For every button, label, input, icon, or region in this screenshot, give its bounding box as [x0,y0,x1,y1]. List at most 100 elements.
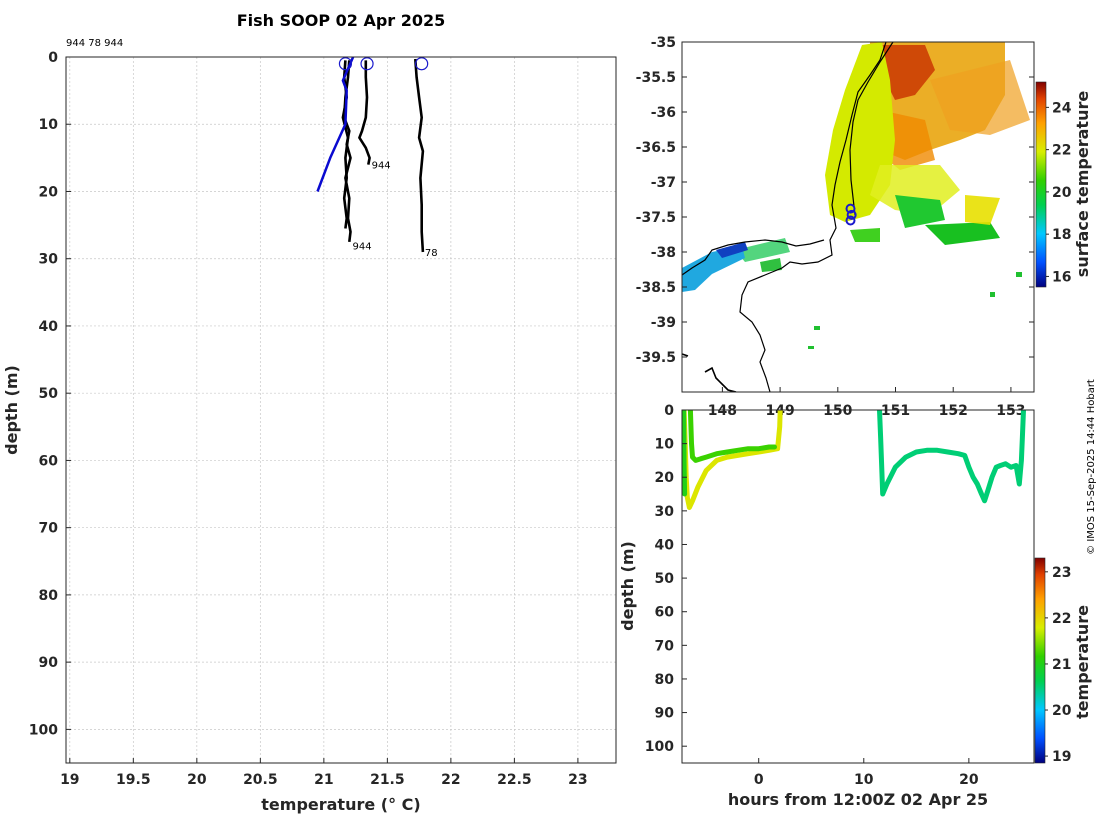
depth-time-segment [682,410,688,497]
depth-time-segment [877,410,1026,504]
profiles-grid [66,56,616,763]
profiles-xlabel: temperature (° C) [261,795,420,814]
map-ytick-label: -36 [651,105,676,121]
map-xtick-label: 150 [823,403,852,419]
profiles-xtick-label: 20 [187,772,207,788]
boundary-line [849,42,894,216]
profiles-ytick-label: 90 [39,655,59,671]
sst-patch-green-west [735,238,790,262]
sst-patch-hot-core [880,45,935,100]
profiles-ytick-label: 80 [39,588,59,604]
profiles-frame [65,56,617,764]
sst-colorbar-label: surface temperature [1073,91,1092,278]
dt-ytick-label: 40 [655,537,675,553]
profiles-ylabel: depth (m) [2,365,21,455]
profile-id-label: 944 [353,241,372,252]
profiles-xtick-label: 22.5 [497,772,532,788]
coastline-east [739,42,887,392]
profiles-ytick-label: 50 [39,386,59,402]
profile-start-marker [360,57,374,71]
profiles-ytick-label: 20 [39,184,59,200]
map-ytick-label: -35.5 [636,70,676,86]
map-ytick-label: -39 [651,315,676,331]
dt-ytick-label: 30 [655,504,675,520]
sst-colorbar-tick-label: 24 [1052,100,1072,116]
profiles-xtick-label: 19 [60,772,79,788]
profiles-xtick-label: 21.5 [370,772,405,788]
dt-ytick-label: 60 [655,605,675,621]
profiles-ticks: 19 19.5 20 20.5 21 21.5 22 22.5 23 0 10 20 30 40 50 60 7… [29,50,588,788]
dt-xtick-label: 20 [959,772,979,788]
depth-time-panel: 0 10 20 30 40 50 60 70 80 90 100 0 10 20 hours from 1… [618,403,1092,809]
profiles-xtick-label: 22 [441,772,460,788]
depth-time-series [682,410,1026,510]
map-xtick-label: 152 [939,403,968,419]
profiles-series: 944 944 78 [316,56,438,259]
dt-ytick-label: 10 [655,437,675,453]
sst-colorbar-tick-label: 20 [1052,185,1072,201]
dt-ytick-label: 90 [655,706,675,722]
depth-time-segment [687,410,777,463]
dt-ytick-label: 100 [645,739,674,755]
dt-ytick-label: 70 [655,638,675,654]
sst-patch-green-3 [850,228,880,242]
sst-patch-green-south [760,258,782,272]
ship-track-point [846,209,857,220]
figure-title: Fish SOOP 02 Apr 2025 [237,11,446,30]
dt-xtick-label: 0 [754,772,764,788]
profiles-ytick-label: 0 [48,50,58,66]
temp-colorbar-tick-label: 22 [1052,611,1071,627]
dt-ytick-label: 20 [655,470,675,486]
sst-pixel-1 [814,326,820,330]
profiles-ytick-label: 70 [39,521,59,537]
map-xtick-label: 151 [881,403,910,419]
profiles-xtick-label: 23 [568,772,587,788]
map-ytick-label: -35 [651,35,676,51]
sst-map-panel: -35 -35.5 -36 -36.5 -37 -37.5 -38 -38.5 -39 -39.5… [636,35,1092,419]
profiles-ytick-label: 30 [39,252,59,268]
map-ytick-label: -38 [651,245,676,261]
map-xtick-label: 148 [708,403,737,419]
coastline [682,42,894,392]
map-xtick-label: 153 [996,403,1025,419]
profiles-xtick-label: 20.5 [243,772,278,788]
climatology-line [316,56,355,192]
sst-colorbar-ticks: 16 18 20 22 24 [1046,100,1072,285]
sst-patch-yellow-east [965,195,1000,225]
sst-colorbar-tick-label: 22 [1052,143,1071,159]
sst-patch-blue-west [682,246,745,292]
sst-patch-green-2 [925,222,1000,245]
sst-pixel-3 [990,292,995,297]
temp-colorbar-tick-label: 21 [1052,657,1071,673]
dt-ytick-label: 0 [664,403,674,419]
sst-map-frame [681,41,1035,393]
temp-colorbar-label: temperature [1073,605,1092,719]
profiles-ytick-label: 100 [29,722,58,738]
depth-time-ylabel: depth (m) [618,541,637,631]
depth-time-ticks: 0 10 20 30 40 50 60 70 80 90 100 0 10 20 [645,403,979,788]
profiles-panel: 944 944 78 19 19.5 20 20.5 21 21.5 22 22.5 23 0 10 20… [2,50,617,814]
ship-track-point [845,203,856,214]
sst-patch-orange-east [930,60,1030,135]
map-ytick-label: -39.5 [636,350,676,366]
profiles-ytick-label: 40 [39,319,59,335]
temp-colorbar-tick-label: 20 [1052,703,1072,719]
sst-patches [682,42,1030,349]
ship-track-point [845,215,856,226]
sst-pixel-4 [1016,272,1022,277]
ship-tracks [845,203,857,226]
profiles-xtick-label: 21 [314,772,333,788]
profile-line [414,58,425,253]
sst-colorbar-tick-label: 16 [1052,269,1071,285]
temp-colorbar-tick-label: 23 [1052,565,1071,581]
profiles-ytick-label: 10 [39,117,59,133]
temp-colorbar [1034,557,1046,764]
profiles-ytick-label: 60 [39,453,59,469]
map-ytick-label: -37 [651,175,676,191]
dt-ytick-label: 80 [655,672,675,688]
sst-pixel-2 [808,346,814,349]
sst-colorbar-tick-label: 18 [1052,227,1071,243]
depth-time-xlabel: hours from 12:00Z 02 Apr 25 [728,790,988,809]
coastline-islands [682,353,737,392]
